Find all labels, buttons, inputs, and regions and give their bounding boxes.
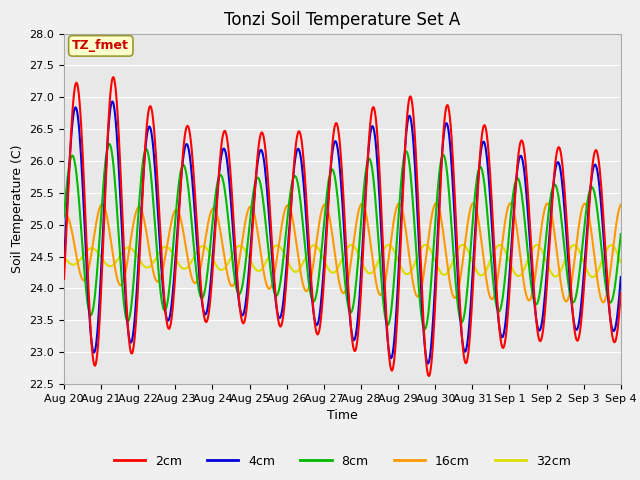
4cm	[60, 260, 68, 265]
2cm	[207, 289, 215, 295]
8cm	[445, 182, 452, 188]
2cm	[445, 104, 452, 110]
2cm	[425, 373, 433, 379]
8cm	[183, 175, 191, 181]
32cm	[206, 251, 214, 257]
2cm	[109, 74, 117, 80]
32cm	[566, 245, 574, 251]
16cm	[599, 300, 607, 305]
Line: 8cm: 8cm	[64, 144, 621, 329]
Line: 32cm: 32cm	[64, 245, 621, 277]
8cm	[420, 326, 428, 332]
8cm	[617, 231, 625, 237]
16cm	[443, 258, 451, 264]
Title: Tonzi Soil Temperature Set A: Tonzi Soil Temperature Set A	[224, 11, 461, 29]
Text: TZ_fmet: TZ_fmet	[72, 39, 129, 52]
Line: 16cm: 16cm	[64, 203, 621, 302]
16cm	[617, 202, 625, 207]
32cm	[589, 274, 596, 280]
16cm	[334, 271, 342, 277]
4cm	[335, 152, 342, 158]
8cm	[335, 204, 342, 210]
2cm	[60, 276, 68, 282]
8cm	[568, 297, 575, 302]
4cm	[445, 126, 452, 132]
X-axis label: Time: Time	[327, 409, 358, 422]
16cm	[60, 213, 68, 218]
4cm	[617, 274, 625, 280]
4cm	[389, 350, 397, 356]
4cm	[568, 297, 575, 303]
4cm	[424, 360, 432, 366]
Y-axis label: Soil Temperature (C): Soil Temperature (C)	[11, 144, 24, 273]
16cm	[469, 200, 477, 206]
32cm	[388, 244, 396, 250]
4cm	[207, 276, 215, 282]
32cm	[444, 270, 451, 276]
16cm	[206, 211, 214, 217]
32cm	[422, 242, 430, 248]
32cm	[182, 265, 190, 271]
2cm	[335, 129, 342, 134]
16cm	[566, 286, 574, 291]
16cm	[388, 231, 396, 237]
Line: 4cm: 4cm	[64, 102, 621, 363]
8cm	[106, 141, 113, 147]
16cm	[182, 246, 190, 252]
32cm	[334, 265, 342, 271]
32cm	[617, 259, 625, 265]
32cm	[60, 254, 68, 260]
4cm	[183, 141, 191, 147]
2cm	[389, 367, 397, 372]
2cm	[568, 292, 575, 298]
2cm	[617, 290, 625, 296]
4cm	[109, 99, 116, 105]
2cm	[183, 123, 191, 129]
8cm	[207, 236, 215, 241]
Line: 2cm: 2cm	[64, 77, 621, 376]
8cm	[60, 214, 68, 219]
Legend: 2cm, 4cm, 8cm, 16cm, 32cm: 2cm, 4cm, 8cm, 16cm, 32cm	[109, 450, 576, 473]
8cm	[389, 294, 397, 300]
